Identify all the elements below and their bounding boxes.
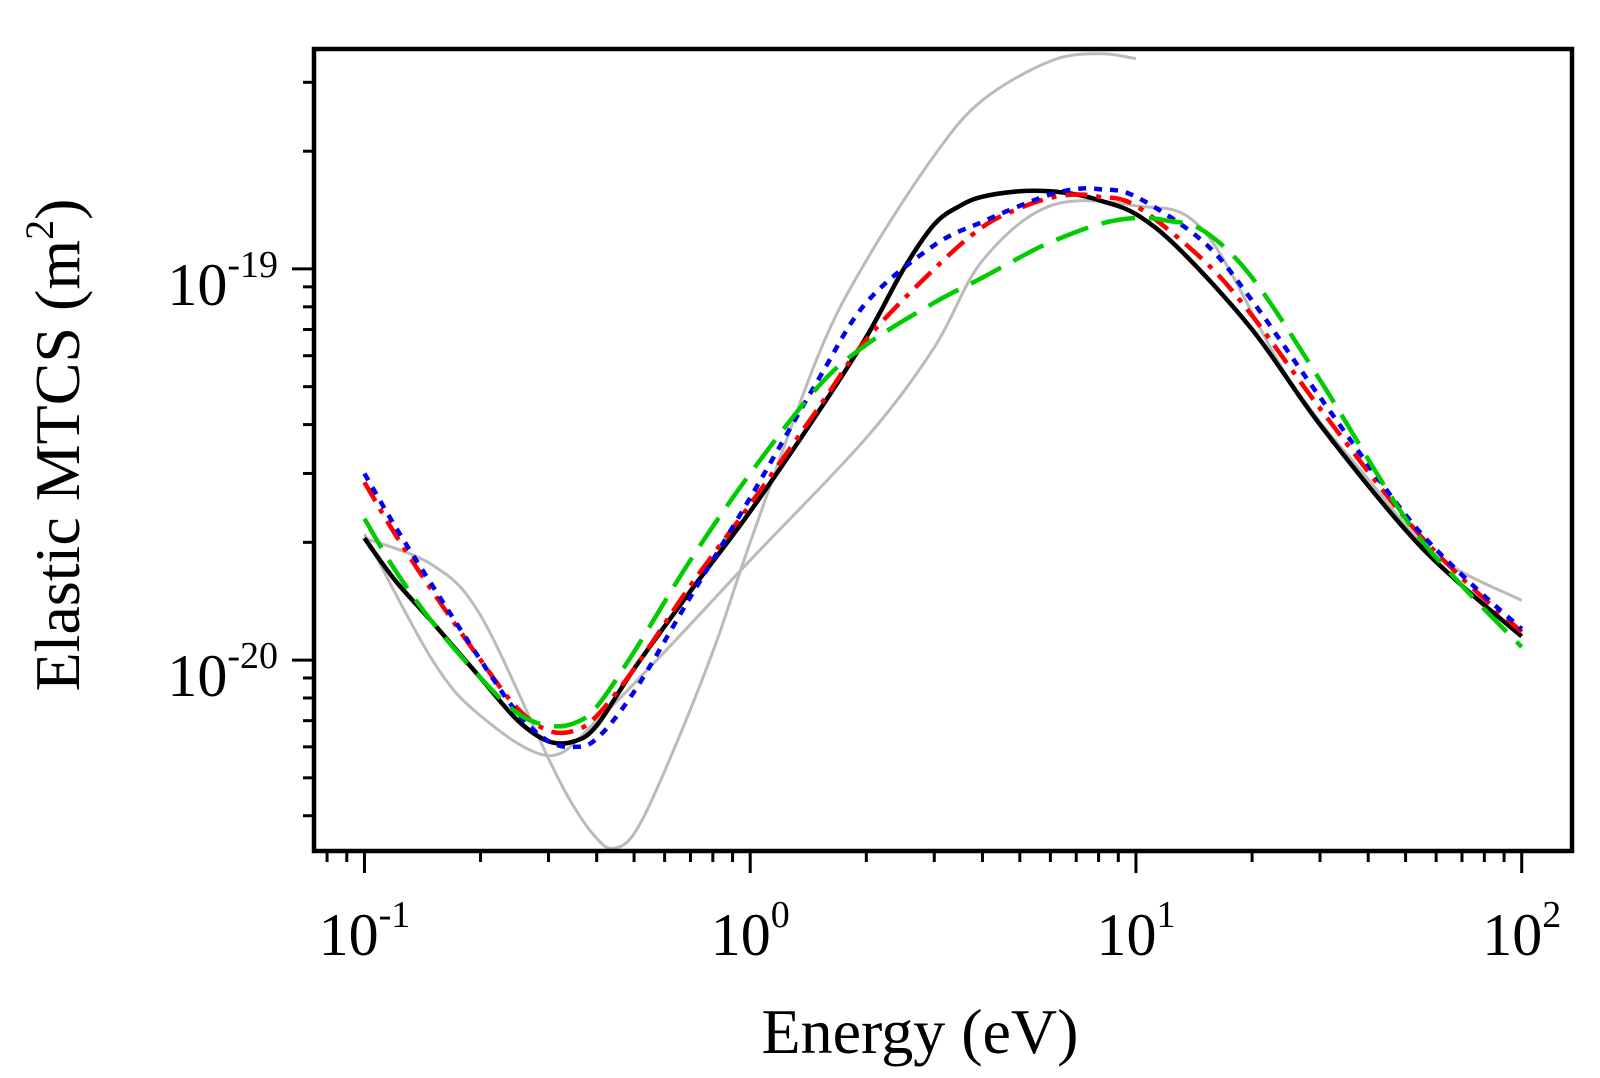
x-tick-label-exp: -1 xyxy=(379,894,411,936)
plot-frame xyxy=(311,46,1575,854)
y-axis-label-main: Elastic MTCS (m xyxy=(22,240,93,692)
y-tick-label: 10-19 xyxy=(167,244,278,318)
x-tick-label: 101 xyxy=(1096,894,1175,968)
series-line-2 xyxy=(363,199,1523,758)
series-line-1 xyxy=(363,52,1137,850)
x-tick-label-exp: 0 xyxy=(771,894,790,936)
y-tick-label-exp: -19 xyxy=(227,244,278,286)
x-tick-label: 10-1 xyxy=(319,894,411,968)
y-axis-label: Elastic MTCS (m2) xyxy=(17,199,93,692)
y-tick-label-exp: -20 xyxy=(227,635,278,677)
x-tick-label-base: 10 xyxy=(1482,902,1542,968)
x-tick-label-exp: 2 xyxy=(1542,894,1561,936)
x-tick-label-base: 10 xyxy=(711,902,771,968)
x-axis-label: Energy (eV) xyxy=(762,996,1079,1067)
x-tick-label-base: 10 xyxy=(319,902,379,968)
y-axis-label-sup: 2 xyxy=(17,220,62,240)
y-tick-label: 10-20 xyxy=(167,635,278,709)
x-tick-label-base: 10 xyxy=(1096,902,1156,968)
series-line-3 xyxy=(362,188,1524,746)
series-line-6 xyxy=(362,215,1524,729)
y-tick-label-base: 10 xyxy=(167,643,227,709)
y-axis-label-close: ) xyxy=(22,199,93,220)
x-tick-label: 102 xyxy=(1482,894,1561,968)
x-tick-label: 100 xyxy=(711,894,790,968)
x-tick-label-exp: 1 xyxy=(1156,894,1175,936)
y-tick-label-base: 10 xyxy=(167,252,227,318)
series-line-5 xyxy=(362,186,1524,750)
series-layer xyxy=(362,52,1524,850)
